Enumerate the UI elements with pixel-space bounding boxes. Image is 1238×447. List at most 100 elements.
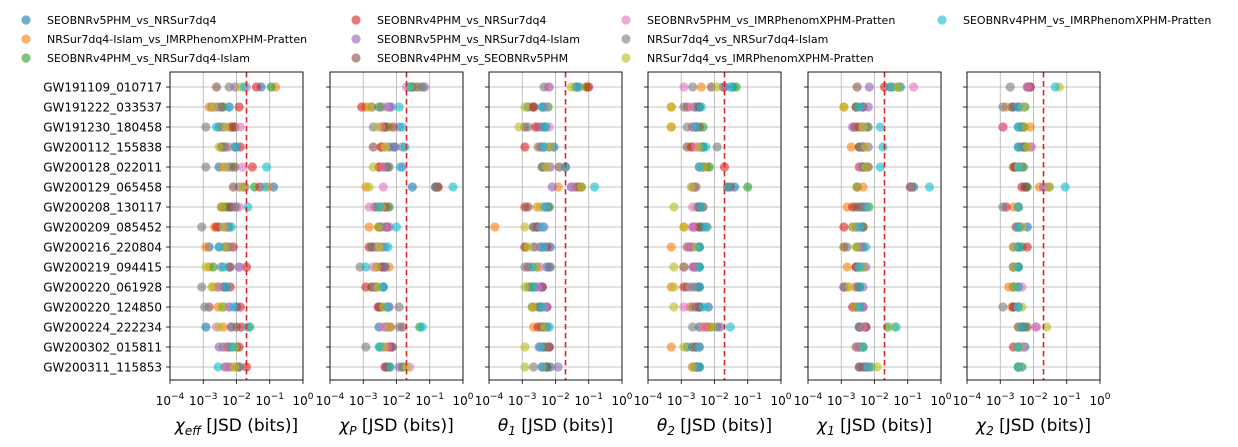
x-axis-label: χ1 [JSD (bits)] [816,416,932,438]
data-point [998,122,1008,132]
x-tick-label: 10−3 [508,392,537,408]
x-tick-label: 10−4 [156,392,185,408]
data-point [221,282,232,292]
data-point [364,182,374,192]
data-point [688,222,698,232]
data-point [712,82,722,92]
data-point [226,322,236,332]
data-point [214,242,224,252]
data-point [420,82,430,92]
data-point [679,262,689,272]
data-point [544,262,554,272]
x-tick-label: 10−4 [794,392,823,408]
event-tick-label: GW200208_130117 [43,201,162,215]
data-point [842,262,852,272]
data-point [514,122,524,132]
data-point [854,282,864,292]
data-point [863,202,873,212]
data-point [211,82,222,92]
data-point [368,142,378,152]
data-point [669,202,679,212]
data-point [694,242,704,252]
data-point [417,322,427,332]
data-point [208,102,218,112]
x-tick-label: 10−2 [382,392,411,408]
legend-marker [621,34,631,44]
data-point [694,142,704,152]
data-point [696,202,706,212]
data-point [407,182,417,192]
data-point [364,102,374,112]
data-point [361,262,371,272]
event-tick-label: GW200219_094415 [43,261,162,275]
data-point [260,182,270,192]
data-point [241,362,252,372]
event-tick-label: GW200209_085452 [43,221,162,235]
data-point [1013,242,1023,252]
data-point [520,142,530,152]
data-point [211,122,222,132]
legend-marker [351,15,361,25]
data-point [226,222,236,232]
data-point [368,162,378,172]
x-axis-label: χP [JSD (bits)] [338,416,454,438]
x-tick-label: 10−1 [733,392,762,408]
data-point [537,362,547,372]
data-point [679,302,689,312]
data-point [854,362,864,372]
data-point [405,82,415,92]
data-point [520,222,530,232]
data-point [221,362,232,372]
panel: 10−4 10−3 10−2 10−1 100 θ2 [JSD (bits)] [634,71,792,438]
legend-entry: NRSur7dq4_vs_IMRPhenomXPHM-Pratten [621,52,874,65]
data-point [385,362,395,372]
data-point [679,82,689,92]
data-point [696,102,706,112]
data-point [696,82,706,92]
data-point [448,182,458,192]
data-point [1050,82,1060,92]
data-point [852,82,862,92]
x-tick-label: 10−2 [860,392,889,408]
data-point [694,222,704,232]
data-point [361,342,371,352]
data-point [1044,182,1054,192]
data-point [373,222,383,232]
data-point [228,182,238,192]
legend-label: SEOBNRv4PHM_vs_NRSur7dq4-Islam [47,52,250,65]
data-point [698,302,708,312]
data-point [213,362,223,372]
data-point [694,282,704,292]
data-point [688,342,698,352]
data-point [373,122,383,132]
legend-marker [21,15,31,25]
data-point [704,162,714,172]
data-point [201,262,211,272]
data-point [864,82,874,92]
data-point [235,122,245,132]
data-point [529,222,539,232]
points [490,82,600,372]
data-point [1017,322,1027,332]
data-point [230,162,240,172]
event-tick-label: GW191222_033537 [43,101,162,115]
x-axis-label: θ1 [JSD (bits)] [498,416,613,438]
data-point [388,122,398,132]
data-point [848,222,858,232]
data-point [395,162,405,172]
data-point [490,222,500,232]
x-tick-label: 10−2 [541,392,570,408]
data-point [237,162,247,172]
points [197,82,281,372]
data-point [854,222,864,232]
event-tick-label: GW200128_022011 [43,161,162,175]
data-point [998,102,1008,112]
event-labels: GW191109_010717 GW191222_033537 GW191230_1… [43,81,162,375]
data-point [669,302,679,312]
data-point [540,202,551,212]
data-point [688,362,698,372]
data-point [590,182,600,192]
data-point [218,222,228,232]
data-point [698,322,708,332]
data-point [1031,322,1041,332]
